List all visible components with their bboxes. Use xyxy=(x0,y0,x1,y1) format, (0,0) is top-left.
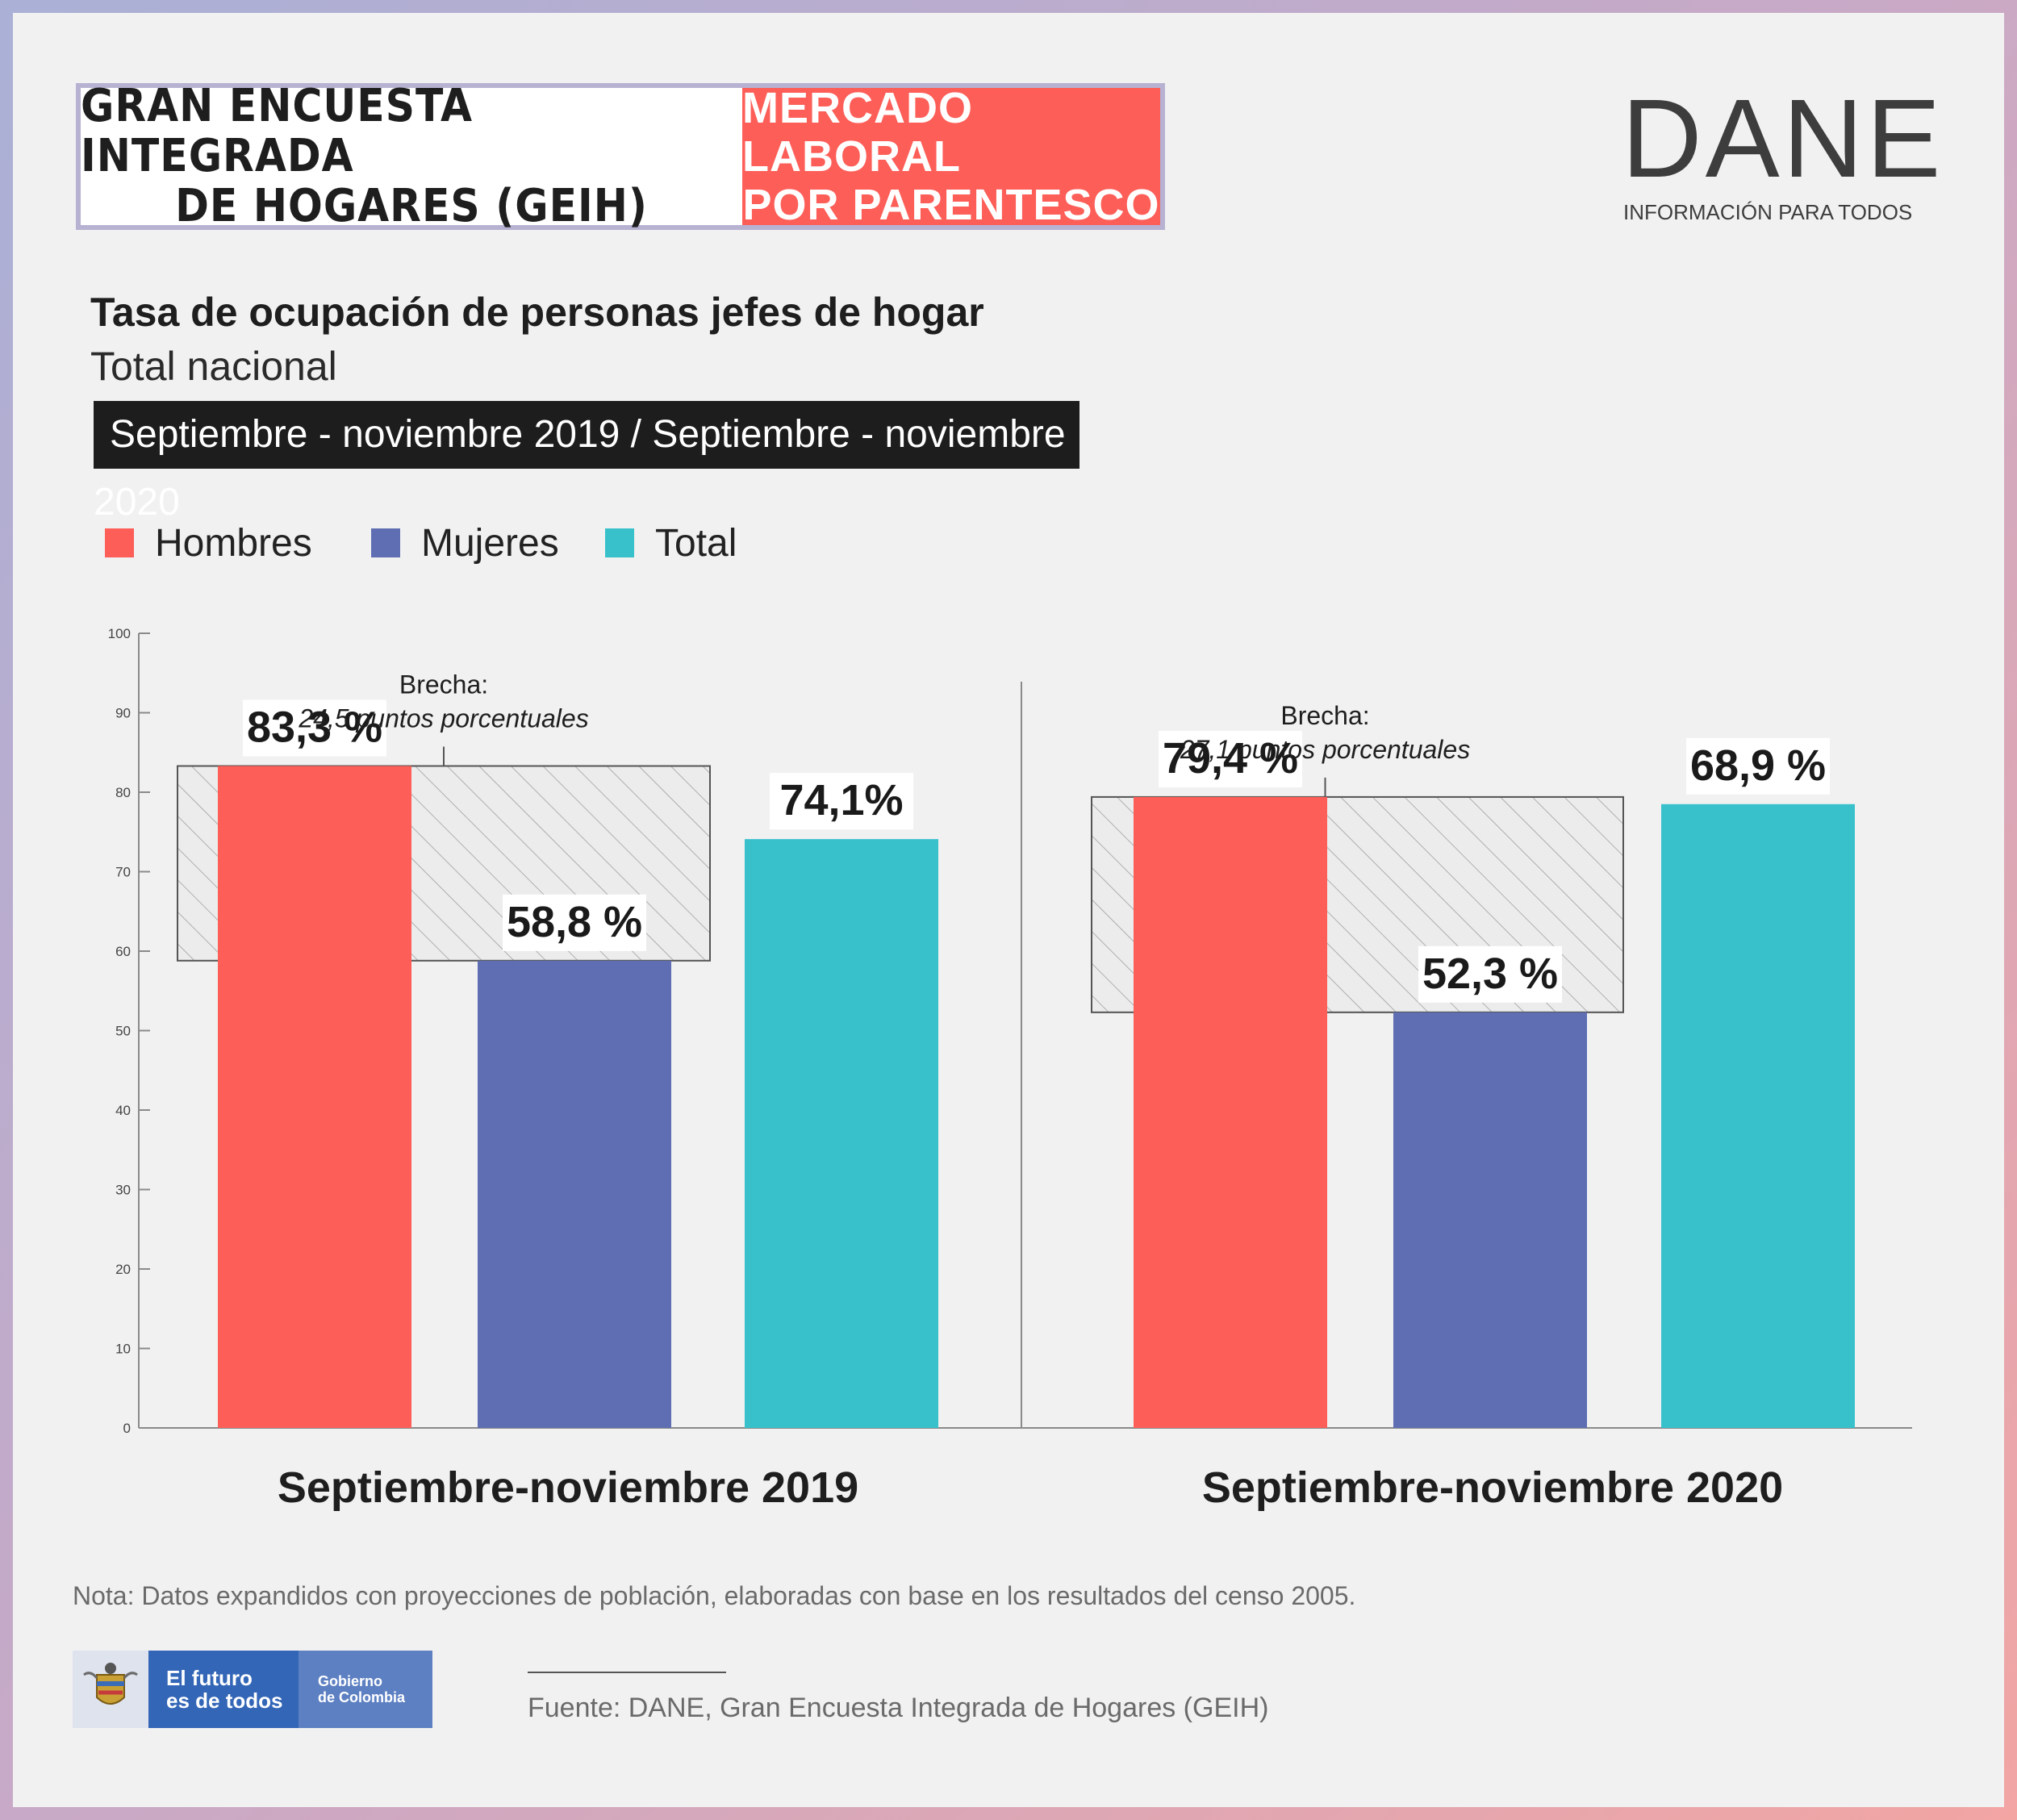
header-box: GRAN ENCUESTA INTEGRADA DE HOGARES (GEIH… xyxy=(76,81,1165,232)
value-box-mujeres-0 xyxy=(503,894,646,951)
gov-name: Gobierno de Colombia xyxy=(299,1651,432,1728)
gap-detail-0: 24,5 puntos porcentuales xyxy=(298,703,588,733)
y-tick-label-90: 90 xyxy=(115,706,131,721)
value-label-total-0: 74,1% xyxy=(779,776,903,824)
value-label-hombres-1: 79,4 % xyxy=(1163,734,1298,783)
gap-detail-1: 27,1 puntos porcentuales xyxy=(1180,735,1470,764)
y-tick-label-30: 30 xyxy=(115,1183,131,1198)
government-logo: El futuro es de todos Gobierno de Colomb… xyxy=(73,1651,432,1728)
y-tick-label-100: 100 xyxy=(108,626,131,641)
value-label-mujeres-0: 58,8 % xyxy=(507,898,642,946)
value-label-total-1: 68,9 % xyxy=(1690,741,1826,790)
topic-line2: POR PARENTESCO xyxy=(742,181,1160,229)
y-tick-label-70: 70 xyxy=(115,865,131,880)
gov-name-line2: de Colombia xyxy=(318,1689,406,1705)
y-tick-label-0: 0 xyxy=(123,1421,131,1436)
coat-of-arms-icon xyxy=(73,1651,148,1728)
bar-total-1 xyxy=(1661,804,1855,1428)
legend-label-mujeres: Mujeres xyxy=(421,521,559,565)
source-divider xyxy=(528,1672,726,1673)
bar-mujeres-1 xyxy=(1393,1012,1587,1428)
bar-total-0 xyxy=(745,839,938,1428)
bar-hombres-0 xyxy=(218,766,411,1428)
legend-item-mujeres: Mujeres xyxy=(371,519,559,567)
gov-name-line1: Gobierno xyxy=(318,1673,382,1689)
legend-label-total: Total xyxy=(655,521,737,565)
gov-slogan: El futuro es de todos xyxy=(148,1651,299,1728)
survey-title-line1: GRAN ENCUESTA INTEGRADA xyxy=(81,80,474,182)
y-tick-label-60: 60 xyxy=(115,944,131,959)
gov-slogan-line2: es de todos xyxy=(166,1689,283,1713)
value-label-mujeres-1: 52,3 % xyxy=(1422,950,1558,998)
value-box-total-1 xyxy=(1686,737,1830,795)
survey-title-line2: DE HOGARES (GEIH) xyxy=(175,180,648,232)
gap-title-1: Brecha: xyxy=(1280,701,1369,730)
dane-wordmark: DANE xyxy=(1622,77,1944,201)
value-label-hombres-0: 83,3 % xyxy=(247,703,382,751)
y-tick-label-20: 20 xyxy=(115,1262,131,1277)
legend-item-total: Total xyxy=(605,519,737,567)
y-tick-label-10: 10 xyxy=(115,1342,131,1357)
bar-hombres-1 xyxy=(1134,796,1327,1428)
category-label-0: Septiembre-noviembre 2019 xyxy=(278,1463,858,1512)
legend-label-hombres: Hombres xyxy=(155,521,312,565)
dane-logo: DANE INFORMACIÓN PARA TODOS xyxy=(1622,82,1940,234)
value-box-mujeres-1 xyxy=(1418,945,1562,1003)
topic-line1: MERCADO LABORAL xyxy=(742,84,973,181)
gap-title-0: Brecha: xyxy=(399,670,488,699)
legend-swatch-total xyxy=(605,528,634,557)
value-box-hombres-1 xyxy=(1159,730,1302,787)
value-box-hombres-0 xyxy=(243,699,386,757)
y-tick-label-50: 50 xyxy=(115,1024,131,1039)
y-tick-label-80: 80 xyxy=(115,785,131,800)
legend-swatch-hombres xyxy=(105,528,134,557)
y-tick-label-40: 40 xyxy=(115,1103,131,1118)
period-label: Septiembre - noviembre 2019 / Septiembre… xyxy=(94,401,1079,524)
source-text: Fuente: DANE, Gran Encuesta Integrada de… xyxy=(528,1693,1269,1723)
footnote: Nota: Datos expandidos con proyecciones … xyxy=(73,1581,1356,1610)
topic-badge: MERCADO LABORAL POR PARENTESCO xyxy=(742,84,1160,229)
gov-slogan-line1: El futuro xyxy=(166,1666,253,1690)
chart-title: Tasa de ocupación de personas jefes de h… xyxy=(90,290,984,335)
chart-subtitle: Total nacional xyxy=(90,344,337,389)
bar-mujeres-0 xyxy=(478,960,671,1428)
category-label-1: Septiembre-noviembre 2020 xyxy=(1202,1463,1783,1512)
value-box-total-0 xyxy=(770,773,913,830)
legend-swatch-mujeres xyxy=(371,528,400,557)
dane-tagline: INFORMACIÓN PARA TODOS xyxy=(1623,200,1913,224)
legend-item-hombres: Hombres xyxy=(105,519,312,567)
survey-title: GRAN ENCUESTA INTEGRADA DE HOGARES (GEIH… xyxy=(81,81,742,232)
